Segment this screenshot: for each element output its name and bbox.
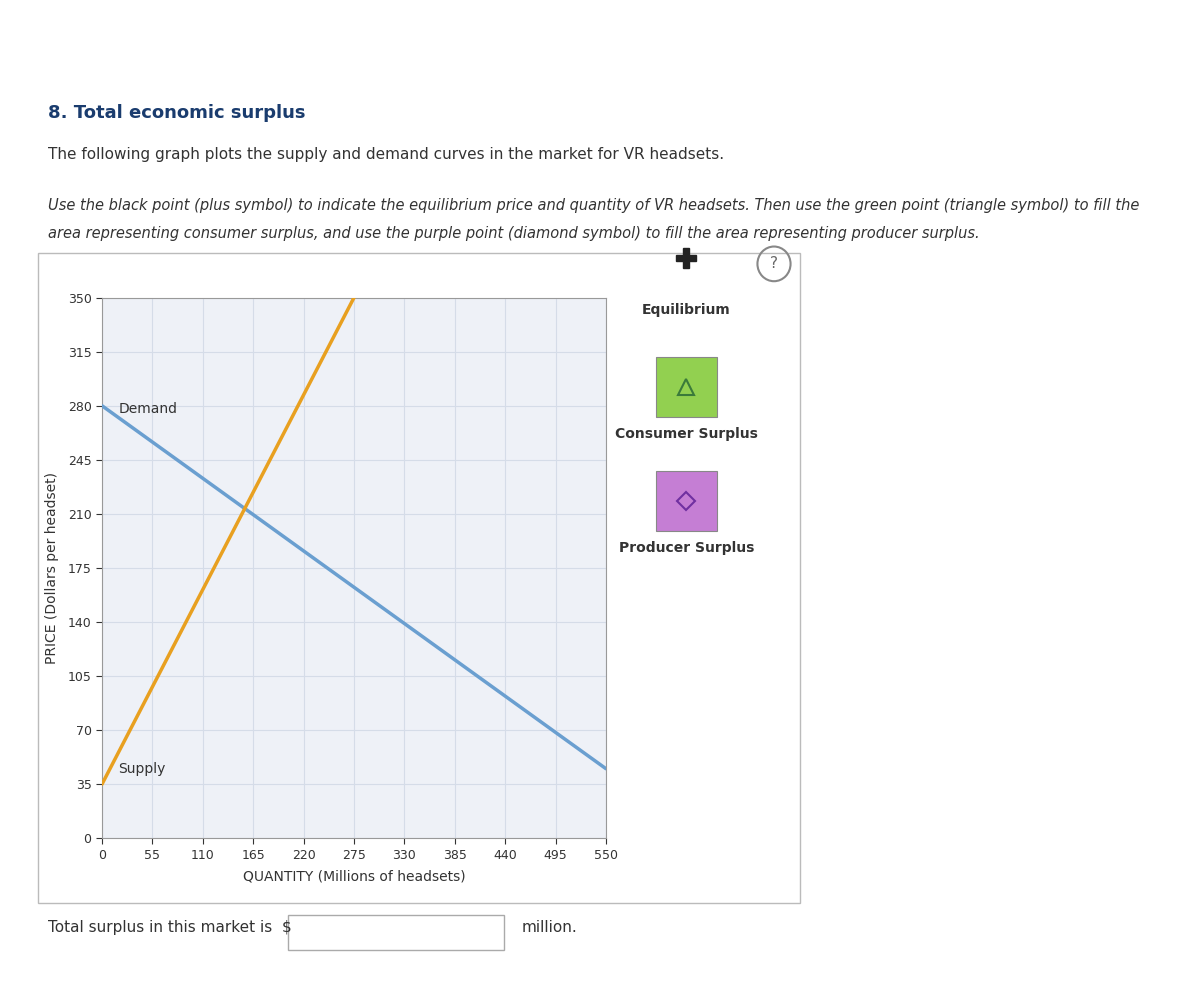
FancyBboxPatch shape	[656, 357, 716, 417]
Text: Supply: Supply	[119, 763, 166, 777]
Text: Consumer Surplus: Consumer Surplus	[614, 427, 758, 440]
Text: Demand: Demand	[119, 403, 178, 417]
Text: ?: ?	[770, 256, 778, 272]
X-axis label: QUANTITY (Millions of headsets): QUANTITY (Millions of headsets)	[242, 870, 466, 884]
Text: Total surplus in this market is  $: Total surplus in this market is $	[48, 920, 292, 935]
Text: Use the black point (plus symbol) to indicate the equilibrium price and quantity: Use the black point (plus symbol) to ind…	[48, 198, 1139, 213]
Text: million.: million.	[522, 920, 577, 935]
Text: 8. Total economic surplus: 8. Total economic surplus	[48, 104, 306, 122]
Text: The following graph plots the supply and demand curves in the market for VR head: The following graph plots the supply and…	[48, 147, 724, 162]
Text: Equilibrium: Equilibrium	[642, 303, 731, 316]
FancyBboxPatch shape	[656, 471, 716, 531]
Y-axis label: PRICE (Dollars per headset): PRICE (Dollars per headset)	[46, 472, 59, 664]
Text: area representing consumer surplus, and use the purple point (diamond symbol) to: area representing consumer surplus, and …	[48, 226, 979, 241]
Text: Producer Surplus: Producer Surplus	[619, 541, 754, 555]
